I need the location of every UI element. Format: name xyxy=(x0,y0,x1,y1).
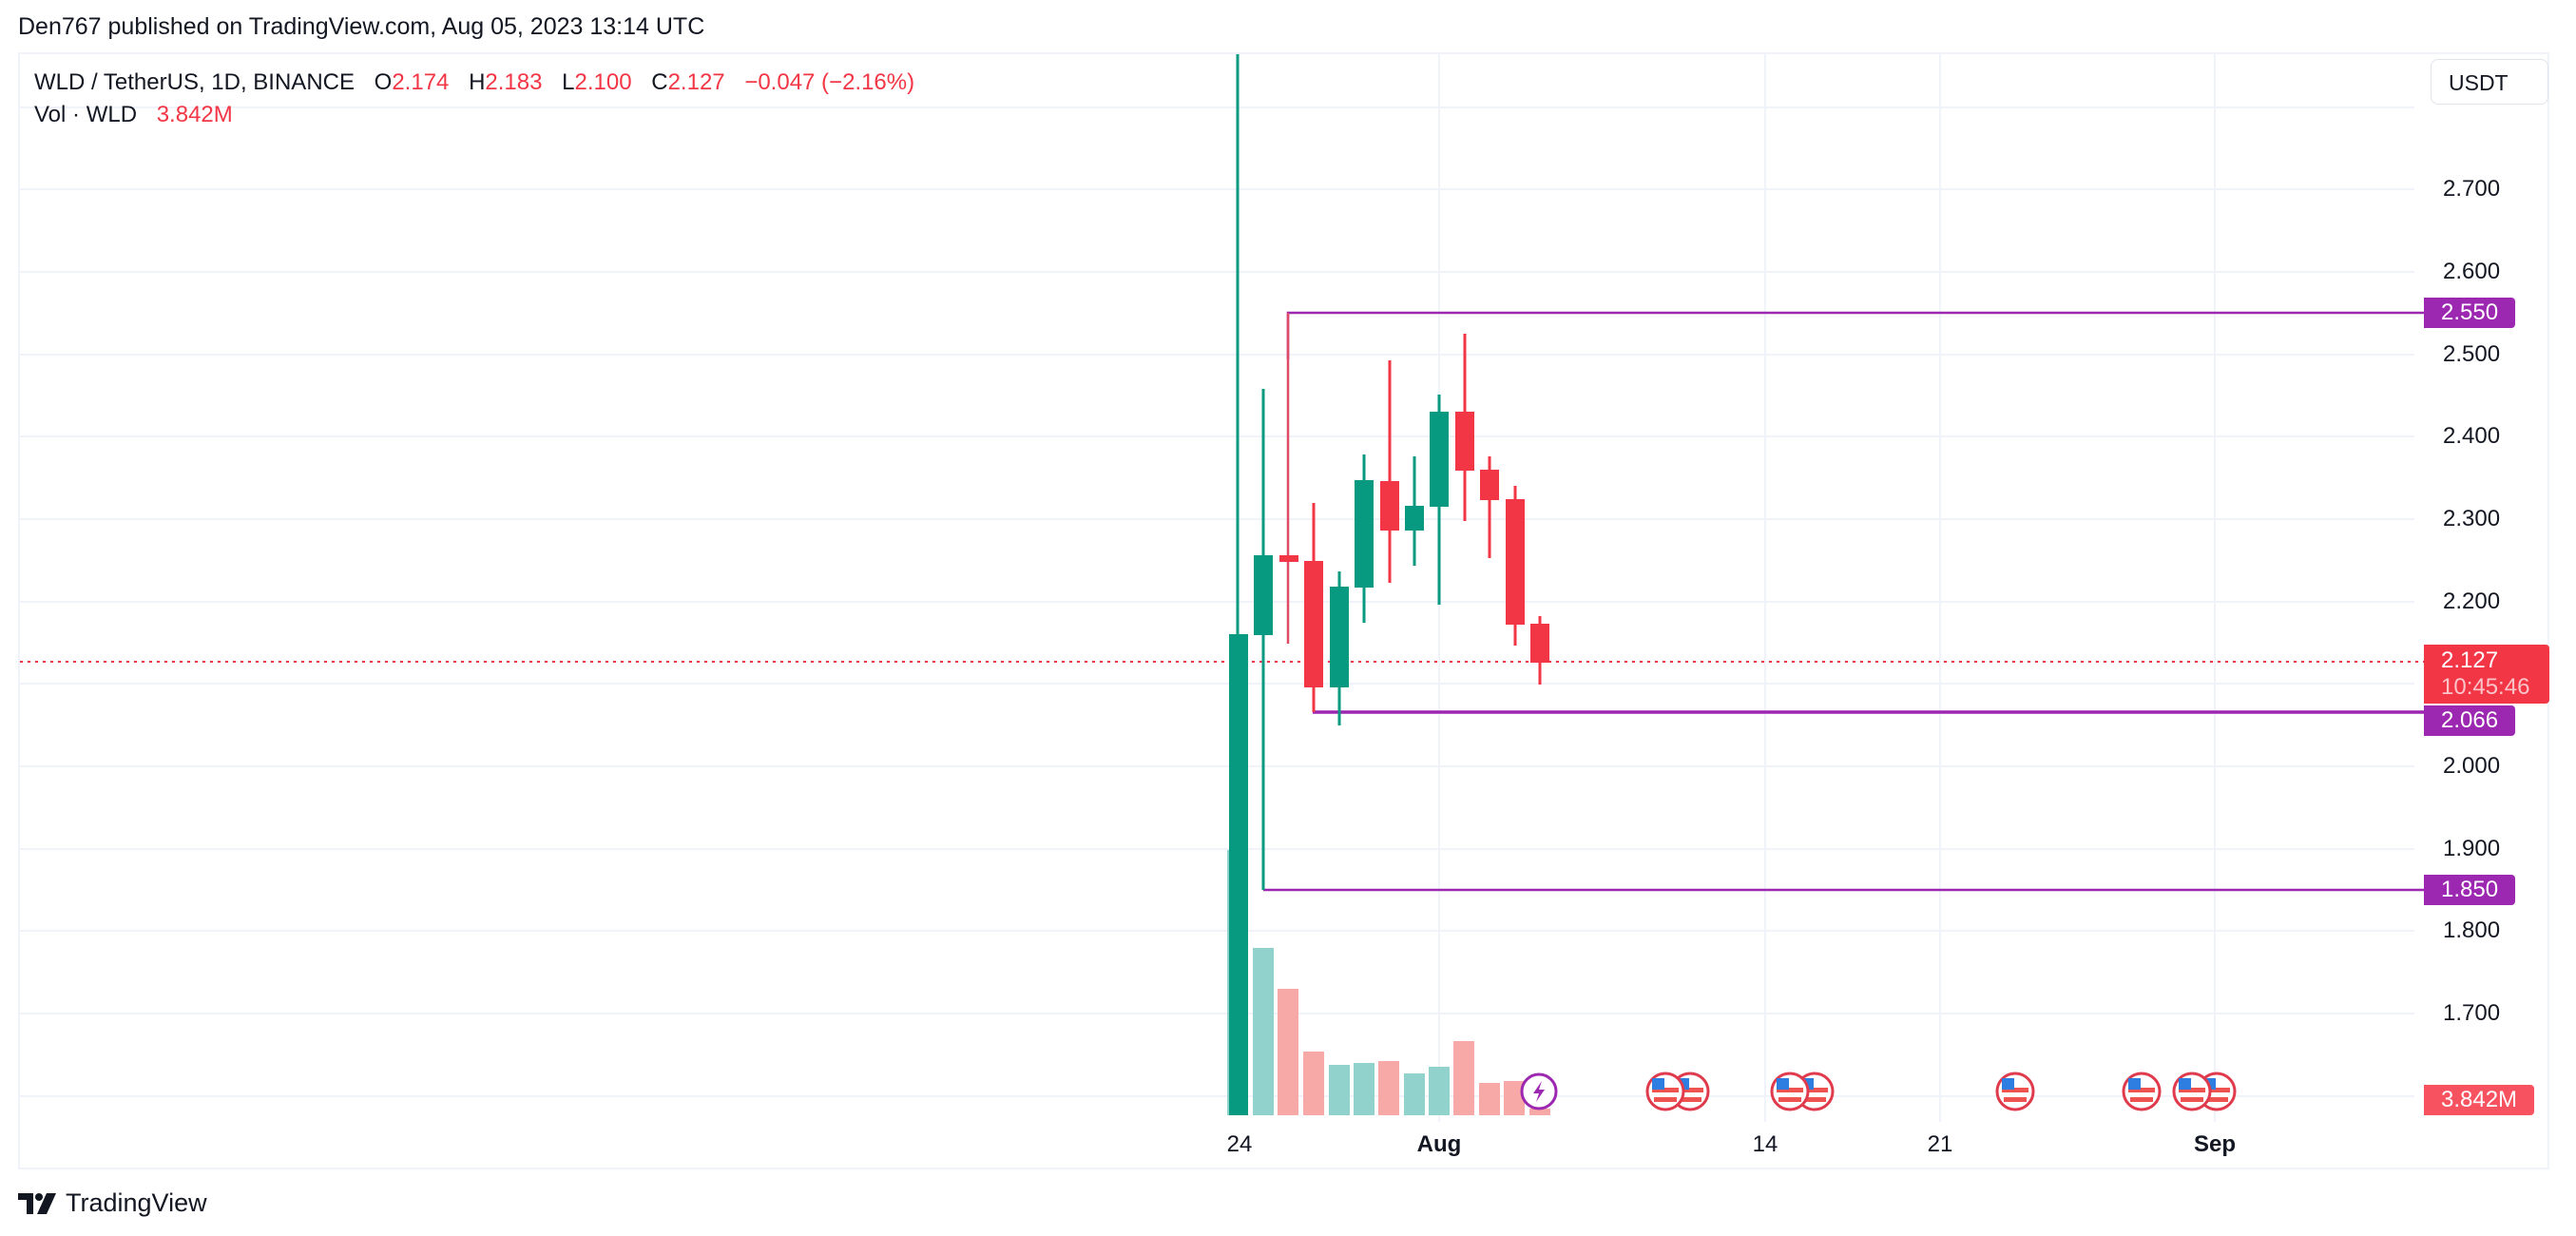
change-value: −0.047 (−2.16%) xyxy=(744,69,915,95)
price-label: 2.200 xyxy=(2443,589,2501,614)
price-label: 1.800 xyxy=(2443,917,2501,943)
low-value: 2.100 xyxy=(574,69,632,95)
ohlc-row: WLD / TetherUS, 1D, BINANCE O2.174 H2.18… xyxy=(34,69,915,95)
chart-legend: WLD / TetherUS, 1D, BINANCE O2.174 H2.18… xyxy=(34,67,914,131)
price-label: 1.700 xyxy=(2443,1000,2501,1026)
us-flag-event-icons xyxy=(1645,1072,2237,1111)
price-label: 1.900 xyxy=(2443,836,2501,861)
bar-countdown: 10:45:46 xyxy=(2441,674,2530,700)
grid xyxy=(20,54,2414,1122)
publish-info: Den767 published on TradingView.com, Aug… xyxy=(18,13,705,40)
open-value: 2.174 xyxy=(392,69,450,95)
price-label: 2.400 xyxy=(2443,423,2501,449)
price-label: 2.600 xyxy=(2443,259,2501,284)
volume-value: 3.842M xyxy=(156,102,233,127)
time-label: Sep xyxy=(2193,1131,2237,1157)
events-row xyxy=(1520,1072,2237,1111)
price-levels xyxy=(1263,311,2424,892)
close-value: 2.127 xyxy=(667,69,725,95)
tradingview-logo-icon xyxy=(18,1192,56,1214)
level-tag-2066: 2.066 xyxy=(2424,705,2515,736)
tradingview-logo[interactable]: TradingView xyxy=(18,1188,207,1218)
brand-name: TradingView xyxy=(66,1188,207,1217)
level-tag-1850: 1.850 xyxy=(2424,875,2515,905)
chart-pane[interactable] xyxy=(18,52,2549,1169)
currency-button[interactable]: USDT xyxy=(2431,59,2548,105)
volume-tag: 3.842M xyxy=(2424,1085,2534,1115)
time-label: 24 xyxy=(1226,1131,1253,1157)
high-value: 2.183 xyxy=(485,69,543,95)
time-label: 14 xyxy=(1752,1131,1778,1157)
candles xyxy=(1229,54,1549,1115)
price-label: 2.500 xyxy=(2443,341,2501,367)
level-tag-2550: 2.550 xyxy=(2424,298,2515,328)
time-label: 21 xyxy=(1927,1131,1953,1157)
symbol-title[interactable]: WLD / TetherUS, 1D, BINANCE xyxy=(34,69,355,95)
time-label: Aug xyxy=(1416,1131,1462,1157)
lightning-event-icon xyxy=(1520,1072,1558,1110)
price-label: 2.300 xyxy=(2443,506,2501,531)
price-label: 2.700 xyxy=(2443,176,2501,202)
volume-label[interactable]: Vol · WLD xyxy=(34,102,138,127)
volume-row: Vol · WLD 3.842M xyxy=(34,99,914,131)
price-label: 2.000 xyxy=(2443,753,2501,779)
last-price-tag: 2.127 10:45:46 xyxy=(2424,645,2549,704)
